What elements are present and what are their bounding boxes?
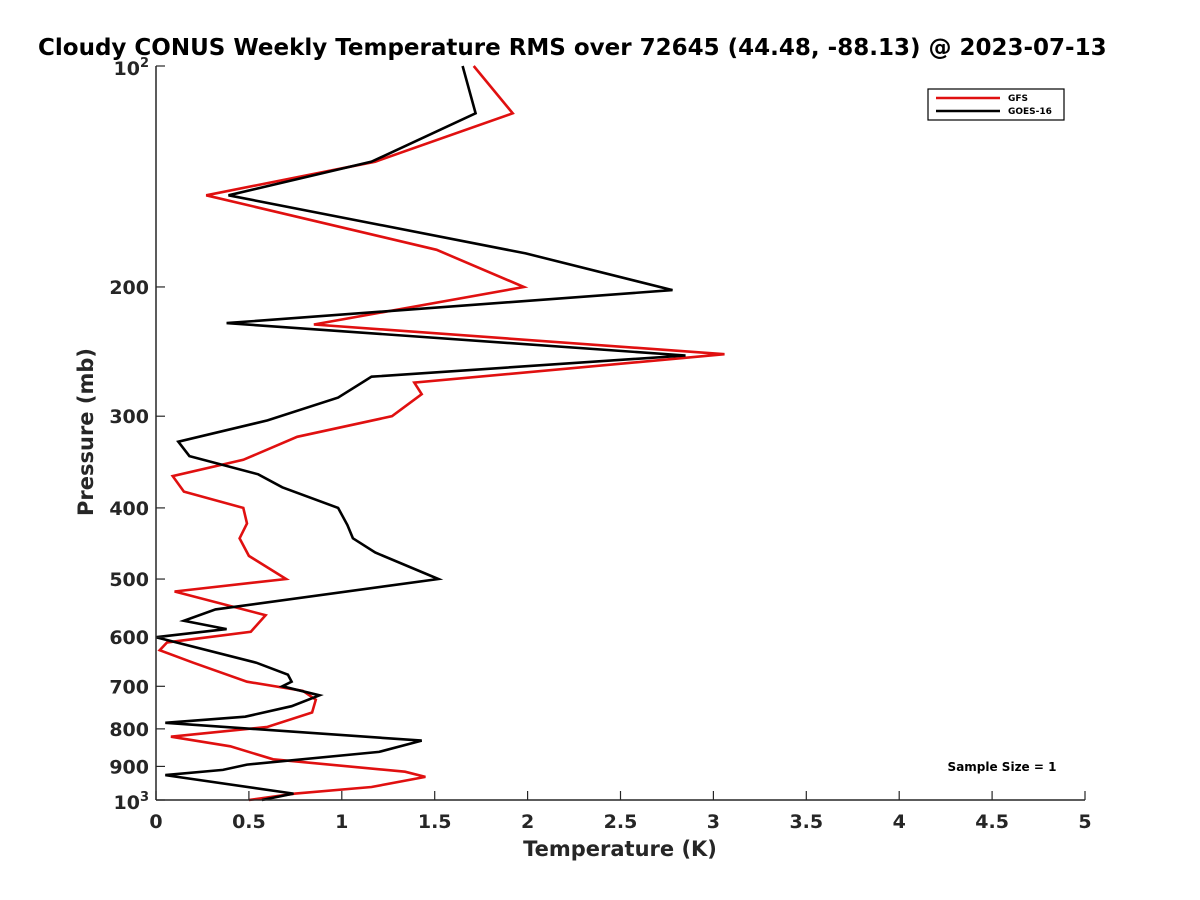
x-tick-label: 2.5 bbox=[604, 811, 638, 833]
x-tick-label: 5 bbox=[1078, 811, 1091, 833]
x-tick-label: 3 bbox=[707, 811, 720, 833]
x-tick-label: 0.5 bbox=[232, 811, 266, 833]
series-line-goes-16 bbox=[155, 65, 686, 802]
chart-title: Cloudy CONUS Weekly Temperature RMS over… bbox=[38, 35, 1107, 61]
x-tick-label: 3.5 bbox=[789, 811, 823, 833]
x-tick-label: 0 bbox=[149, 811, 162, 833]
legend-box bbox=[927, 88, 1065, 121]
y-tick-label: 103 bbox=[114, 790, 150, 814]
legend-label-gfs: GFS bbox=[1008, 94, 1028, 104]
y-tick-label: 600 bbox=[109, 627, 149, 649]
y-tick-label: 900 bbox=[109, 756, 149, 778]
x-tick-label: 4 bbox=[893, 811, 906, 833]
x-tick-label: 1 bbox=[335, 811, 348, 833]
x-tick-label: 4.5 bbox=[975, 811, 1009, 833]
y-tick-label: 300 bbox=[109, 406, 149, 428]
y-tick-label: 400 bbox=[109, 498, 149, 520]
series-line-gfs bbox=[157, 65, 725, 802]
x-axis-label: Temperature (K) bbox=[523, 837, 717, 861]
series-layer bbox=[155, 65, 725, 802]
y-tick-label: 700 bbox=[109, 676, 149, 698]
sample-size-annotation: Sample Size = 1 bbox=[948, 760, 1057, 774]
axes-layer: 0 0.5 1 1.5 2 2.5 3 3.5 4 4.5 5 102 200 300 400 500 600 7… bbox=[109, 56, 1091, 833]
y-tick-label: 500 bbox=[109, 569, 149, 591]
y-tick-label: 102 bbox=[114, 56, 150, 80]
legend-label-goes-16: GOES-16 bbox=[1008, 107, 1052, 117]
x-tick-label: 2 bbox=[521, 811, 534, 833]
y-tick-label: 800 bbox=[109, 719, 149, 741]
y-tick-label: 200 bbox=[109, 277, 149, 299]
y-axis-label: Pressure (mb) bbox=[74, 348, 98, 516]
legend: GFS GOES-16 bbox=[927, 88, 1065, 121]
x-tick-label: 1.5 bbox=[418, 811, 452, 833]
